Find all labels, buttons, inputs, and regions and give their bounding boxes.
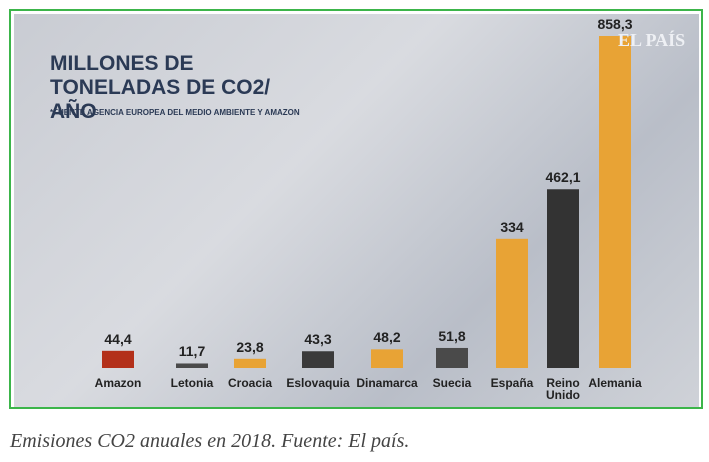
- bar: [176, 363, 208, 368]
- value-label: 23,8: [220, 339, 280, 355]
- bar: [234, 359, 266, 368]
- value-label: 51,8: [422, 328, 482, 344]
- bar: [302, 351, 334, 368]
- x-tick-label: Amazon: [83, 377, 153, 389]
- value-label: 462,1: [533, 169, 593, 185]
- x-tick-label: Eslovaquia: [283, 377, 353, 389]
- value-label: 48,2: [357, 329, 417, 345]
- value-label: 858,3: [585, 16, 645, 32]
- bar: [371, 349, 403, 368]
- bar: [547, 189, 579, 368]
- x-tick-label: España: [477, 377, 547, 389]
- caption: Emisiones CO2 anuales en 2018. Fuente: E…: [10, 430, 409, 453]
- value-label: 44,4: [88, 331, 148, 347]
- value-label: 43,3: [288, 331, 348, 347]
- bar: [102, 351, 134, 368]
- page: MILLONES DE TONELADAS DE CO2/ AÑO *FUENT…: [0, 0, 709, 462]
- value-label: 334: [482, 219, 542, 235]
- chart-subtitle: *FUENTE AGENCIA EUROPEA DEL MEDIO AMBIEN…: [50, 108, 300, 117]
- watermark: EL PAÍS: [618, 30, 685, 51]
- value-label: 11,7: [162, 343, 222, 359]
- x-tick-label: Croacia: [215, 377, 285, 389]
- x-tick-label: Alemania: [580, 377, 650, 389]
- x-tick-label: Reino Unido: [543, 377, 583, 401]
- bar: [496, 239, 528, 368]
- bar: [599, 36, 631, 368]
- bar: [436, 348, 468, 368]
- x-tick-label: Dinamarca: [352, 377, 422, 389]
